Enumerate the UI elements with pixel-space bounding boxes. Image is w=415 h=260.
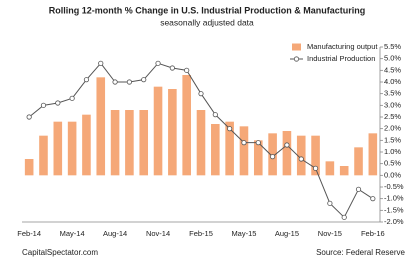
line-point — [370, 196, 376, 202]
bar — [110, 110, 120, 176]
bar — [82, 114, 91, 176]
x-tick-label: Nov-15 — [318, 229, 342, 238]
y-tick-label: 0.0% — [384, 170, 401, 179]
bar — [211, 124, 220, 176]
x-tick-label: May-15 — [231, 229, 256, 238]
bar — [24, 159, 34, 176]
source: Source: Federal Reserve — [316, 248, 405, 257]
bar — [125, 110, 134, 176]
line-point — [169, 65, 175, 71]
bar — [253, 140, 263, 176]
bar — [325, 161, 335, 176]
line-point — [155, 60, 161, 66]
bar — [168, 89, 177, 176]
legend-swatch — [292, 43, 301, 51]
bar — [282, 131, 292, 176]
line-point — [69, 95, 75, 101]
credit: CapitalSpectator.com — [22, 248, 98, 257]
y-tick-label: -0.5% — [384, 182, 404, 191]
bar — [96, 77, 106, 176]
bar — [153, 86, 163, 176]
line-point — [284, 142, 290, 148]
line-point — [83, 77, 90, 83]
line-point — [98, 60, 104, 66]
x-tick-label: Feb-14 — [17, 229, 41, 238]
legend-label: Industrial Production — [307, 54, 375, 63]
y-tick-label: 3.0% — [384, 100, 401, 109]
x-tick-label: Nov-14 — [146, 229, 170, 238]
line-point — [269, 154, 276, 160]
bar — [339, 166, 349, 176]
y-tick-label: -1.0% — [384, 194, 404, 203]
bar — [182, 75, 191, 176]
x-tick-label: May-14 — [60, 229, 85, 238]
bar — [67, 121, 77, 176]
bar — [296, 135, 306, 176]
chart-title: Rolling 12-month % Change in U.S. Indust… — [49, 5, 366, 15]
line-point — [255, 140, 261, 146]
x-tick-label: Aug-15 — [275, 229, 299, 238]
y-tick-label: 3.5% — [384, 89, 401, 98]
legend-label: Manufacturing output — [307, 42, 378, 51]
line-point — [312, 165, 319, 171]
bar — [139, 110, 149, 176]
bar — [239, 126, 249, 176]
line-point — [341, 214, 347, 220]
bar — [196, 110, 206, 176]
chart-subtitle: seasonally adjusted data — [160, 17, 254, 27]
bar — [39, 135, 48, 176]
y-tick-label: 1.0% — [384, 147, 401, 156]
legend-swatch — [293, 56, 300, 62]
y-tick-label: 2.0% — [384, 124, 401, 133]
line-point — [26, 114, 32, 120]
bar — [311, 135, 320, 176]
line-point — [112, 79, 118, 85]
y-tick-label: -2.0% — [384, 217, 404, 226]
line-point — [198, 91, 204, 97]
bar — [368, 133, 378, 176]
line-point — [227, 126, 233, 132]
x-tick-label: Feb-15 — [189, 229, 213, 238]
y-tick-label: 0.5% — [384, 159, 401, 168]
y-tick-label: 5.5% — [384, 42, 401, 51]
y-tick-label: 5.0% — [384, 54, 401, 63]
line-point — [40, 102, 47, 108]
line-point — [327, 200, 333, 206]
line-point — [298, 156, 304, 162]
bar — [225, 121, 234, 176]
bar — [354, 147, 363, 176]
y-tick-label: 2.5% — [384, 112, 401, 121]
y-tick-label: 4.5% — [384, 65, 401, 74]
x-tick-label: Feb-16 — [361, 229, 385, 238]
bar — [53, 121, 63, 176]
line-point — [126, 79, 132, 85]
line-point — [184, 67, 190, 73]
line-point — [55, 100, 61, 106]
y-tick-label: -1.5% — [384, 205, 404, 214]
x-tick-label: Aug-14 — [103, 229, 127, 238]
line-point — [212, 112, 218, 118]
line-point — [241, 140, 247, 146]
y-tick-label: 1.5% — [384, 135, 401, 144]
line-point — [355, 186, 362, 192]
line-point — [141, 77, 147, 83]
y-tick-label: 4.0% — [384, 77, 401, 86]
